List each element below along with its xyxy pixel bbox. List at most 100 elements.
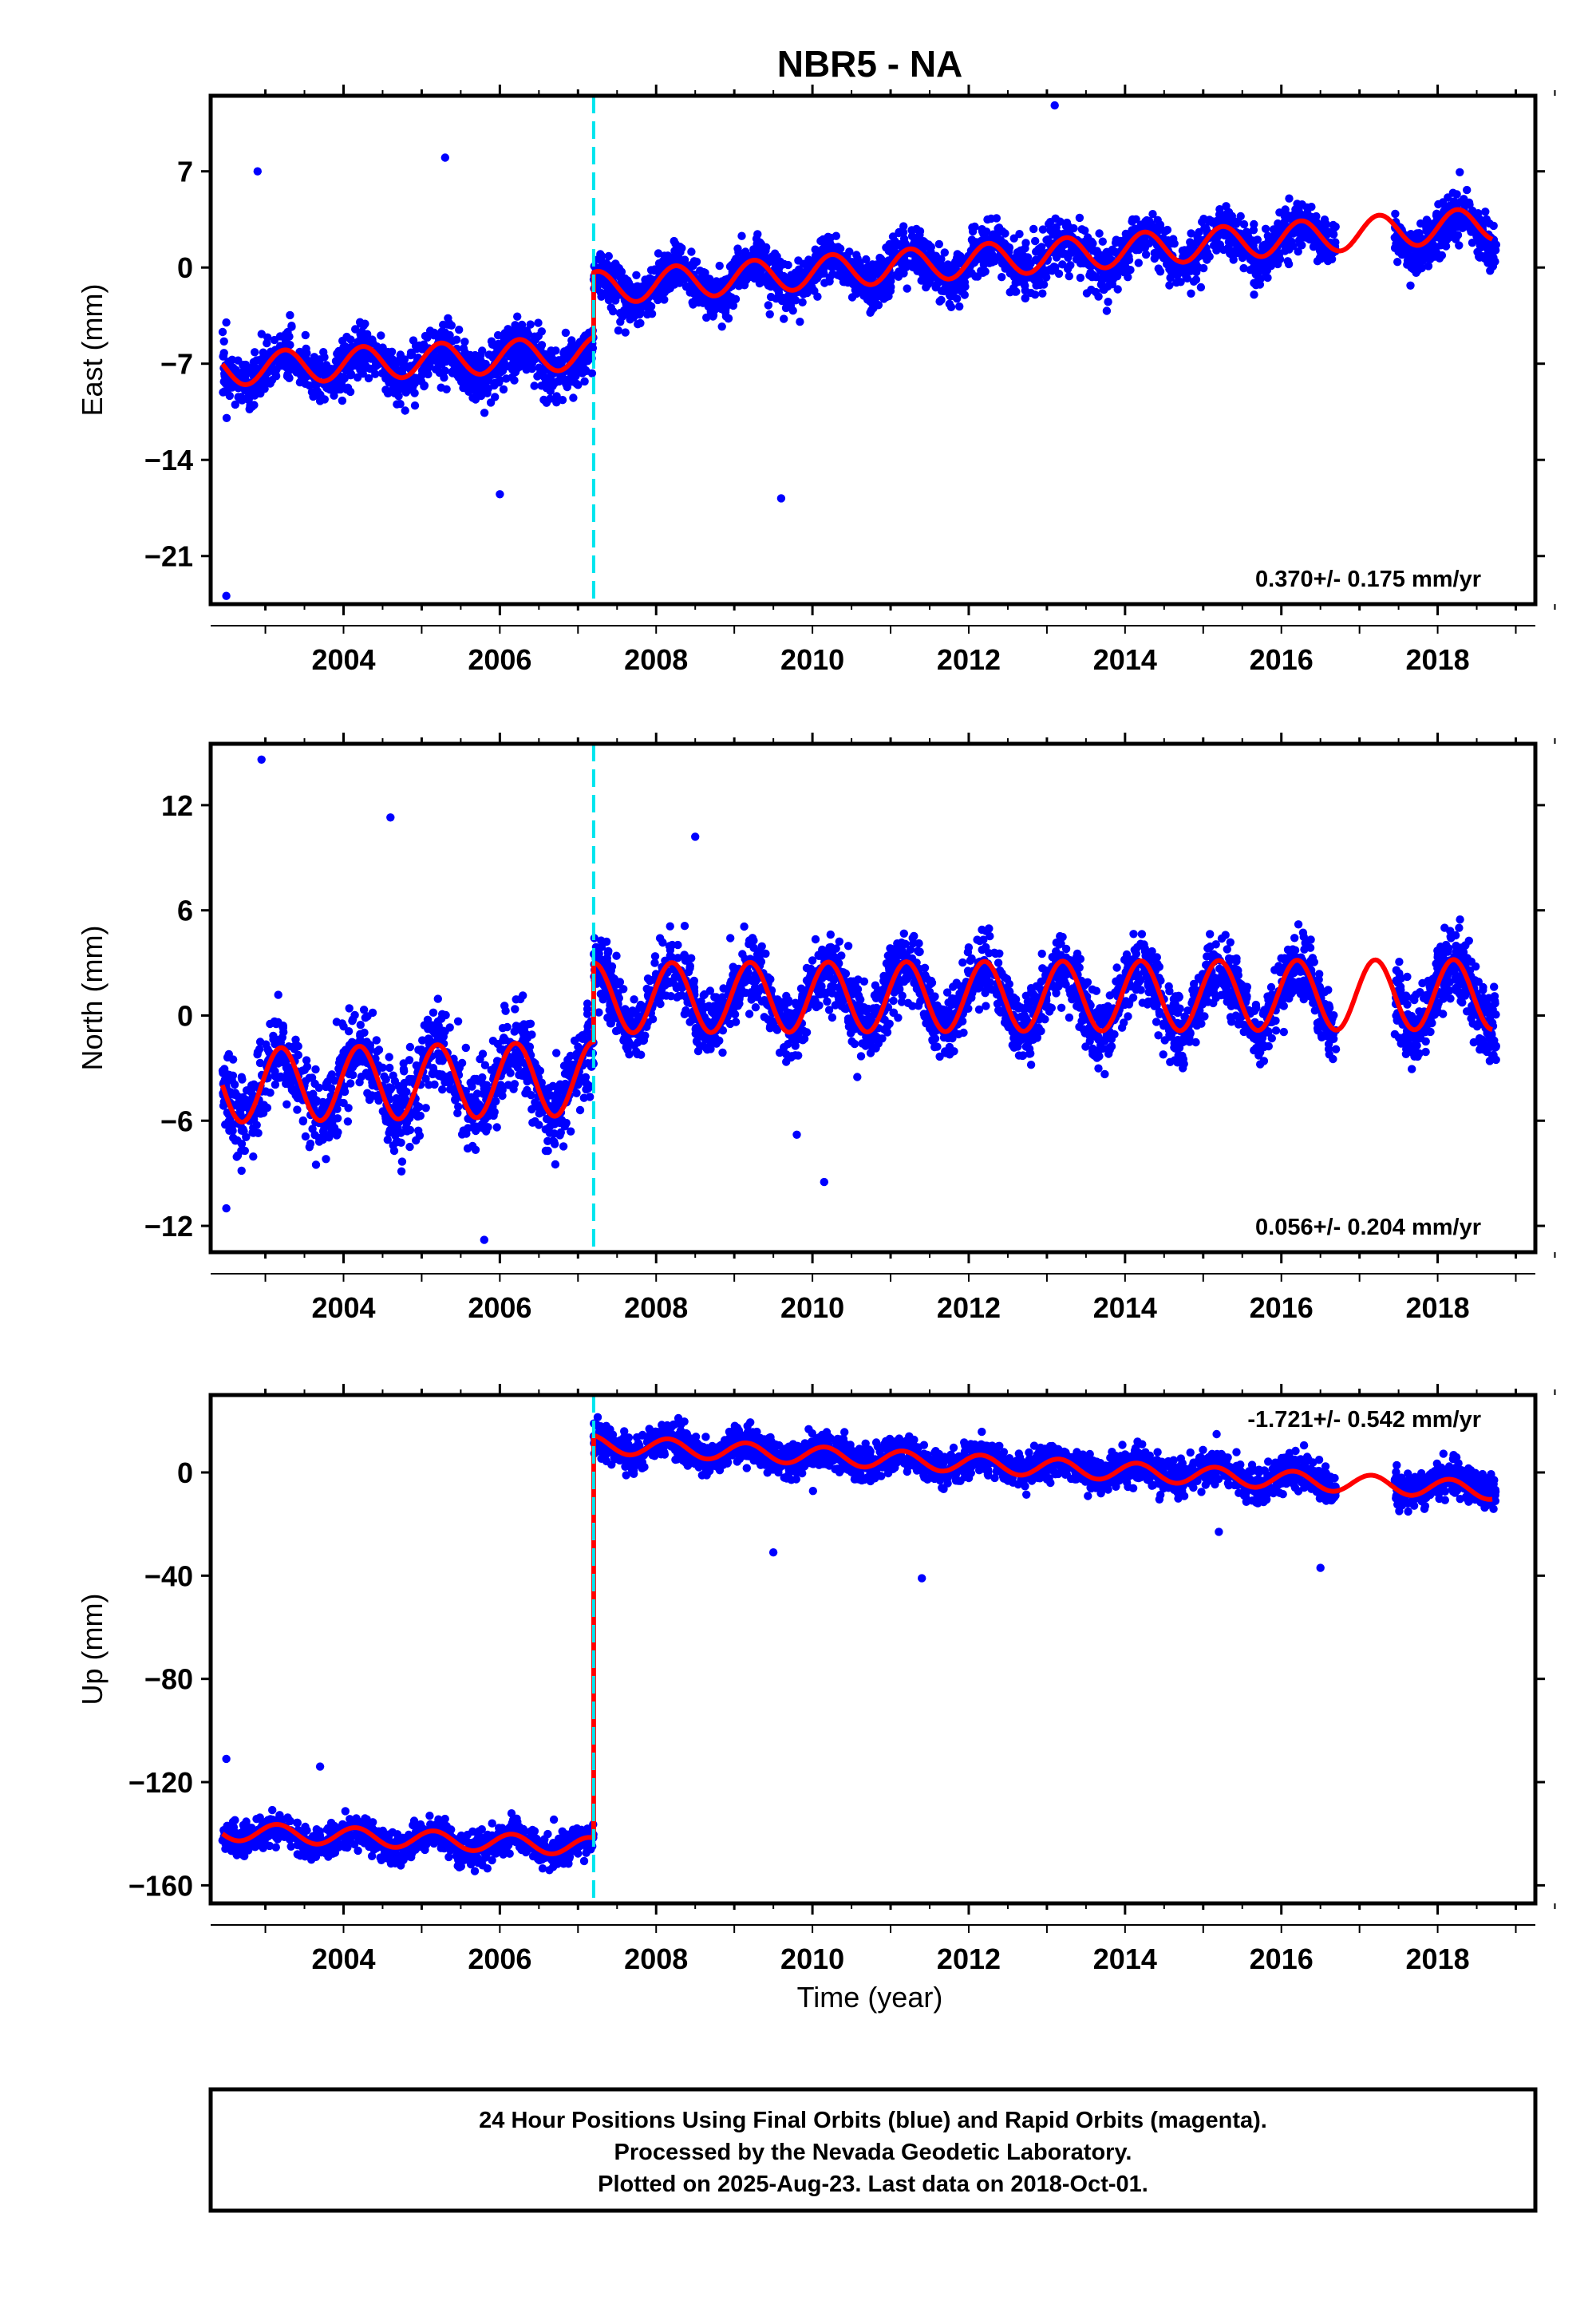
data-point (430, 355, 439, 365)
data-point (1479, 238, 1488, 247)
data-point (1058, 260, 1067, 269)
x-tick-label: 2014 (1093, 643, 1157, 676)
data-point (1481, 207, 1490, 216)
data-point (430, 1080, 439, 1089)
data-point (462, 383, 472, 392)
data-point (396, 350, 405, 359)
data-point (1412, 263, 1421, 271)
data-point (1455, 241, 1464, 250)
data-point (551, 1101, 560, 1110)
data-point (420, 381, 429, 390)
data-point (783, 278, 792, 287)
data-point (1009, 284, 1018, 293)
data-point (537, 381, 546, 390)
data-point (1098, 237, 1108, 246)
data-point (1038, 289, 1047, 298)
data-point (852, 251, 861, 259)
data-point (1075, 213, 1084, 223)
data-point (552, 392, 561, 401)
data-point (1327, 255, 1337, 263)
data-point (1221, 228, 1230, 237)
data-point (942, 268, 951, 277)
data-points (218, 755, 1501, 1244)
data-point (1205, 252, 1214, 261)
data-point (1032, 281, 1041, 290)
data-point (1049, 230, 1057, 239)
data-point (353, 373, 362, 382)
data-point (1249, 226, 1258, 235)
data-point (992, 214, 1001, 223)
data-point (502, 374, 511, 383)
data-point (480, 409, 489, 417)
data-point (401, 406, 409, 415)
data-point (345, 1004, 354, 1013)
data-point (580, 377, 589, 386)
data-point (339, 1022, 348, 1031)
data-point (847, 293, 857, 302)
data-point (409, 336, 418, 345)
data-point (343, 383, 353, 392)
data-point (491, 393, 500, 401)
data-point (267, 347, 275, 356)
data-point (433, 994, 442, 1003)
data-point (513, 312, 522, 321)
data-point (499, 385, 508, 394)
data-point (632, 282, 642, 291)
data-point (1298, 200, 1306, 209)
data-point (238, 1075, 247, 1084)
data-point (1042, 235, 1051, 244)
data-point (1031, 236, 1040, 246)
data-point (634, 320, 642, 329)
data-point (780, 314, 788, 323)
data-point (955, 302, 964, 311)
data-point (249, 1152, 258, 1161)
data-point (275, 332, 285, 341)
data-point (1294, 236, 1304, 245)
data-point (416, 1111, 425, 1120)
data-point (1331, 222, 1340, 231)
data-point (574, 381, 583, 389)
data-point (387, 354, 396, 362)
data-point (241, 375, 250, 384)
data-point (670, 280, 679, 289)
data-point (230, 1080, 239, 1089)
data-point (1227, 250, 1236, 259)
data-point (1439, 233, 1448, 242)
data-point (722, 302, 731, 311)
data-point (344, 1104, 353, 1113)
data-point (1270, 231, 1279, 239)
data-point-outlier (1050, 101, 1059, 110)
data-point (251, 348, 259, 357)
data-point (632, 271, 641, 279)
data-point (1456, 168, 1464, 176)
data-point (429, 1008, 438, 1018)
data-point (1261, 224, 1270, 233)
data-point (1148, 210, 1157, 219)
data-point (1159, 254, 1168, 263)
data-point (879, 294, 888, 303)
data-point (934, 239, 944, 249)
data-point (1062, 218, 1072, 227)
data-point (931, 283, 940, 292)
data-point (516, 994, 525, 1004)
data-point (552, 1049, 561, 1057)
data-point (219, 352, 227, 361)
data-point (810, 276, 820, 285)
data-point (1463, 219, 1472, 229)
data-point (470, 1074, 479, 1084)
data-point (385, 1126, 394, 1135)
data-point (457, 1058, 467, 1068)
data-point (911, 240, 921, 249)
data-point (969, 238, 978, 247)
data-point (918, 266, 927, 275)
data-point (924, 279, 934, 288)
data-point (572, 1089, 581, 1098)
data-point (385, 1083, 393, 1092)
data-point (476, 350, 485, 360)
data-point (291, 1035, 300, 1045)
data-point (1076, 273, 1085, 283)
data-point (623, 279, 632, 288)
y-tick-label: 0 (177, 251, 193, 284)
data-point (563, 378, 572, 387)
